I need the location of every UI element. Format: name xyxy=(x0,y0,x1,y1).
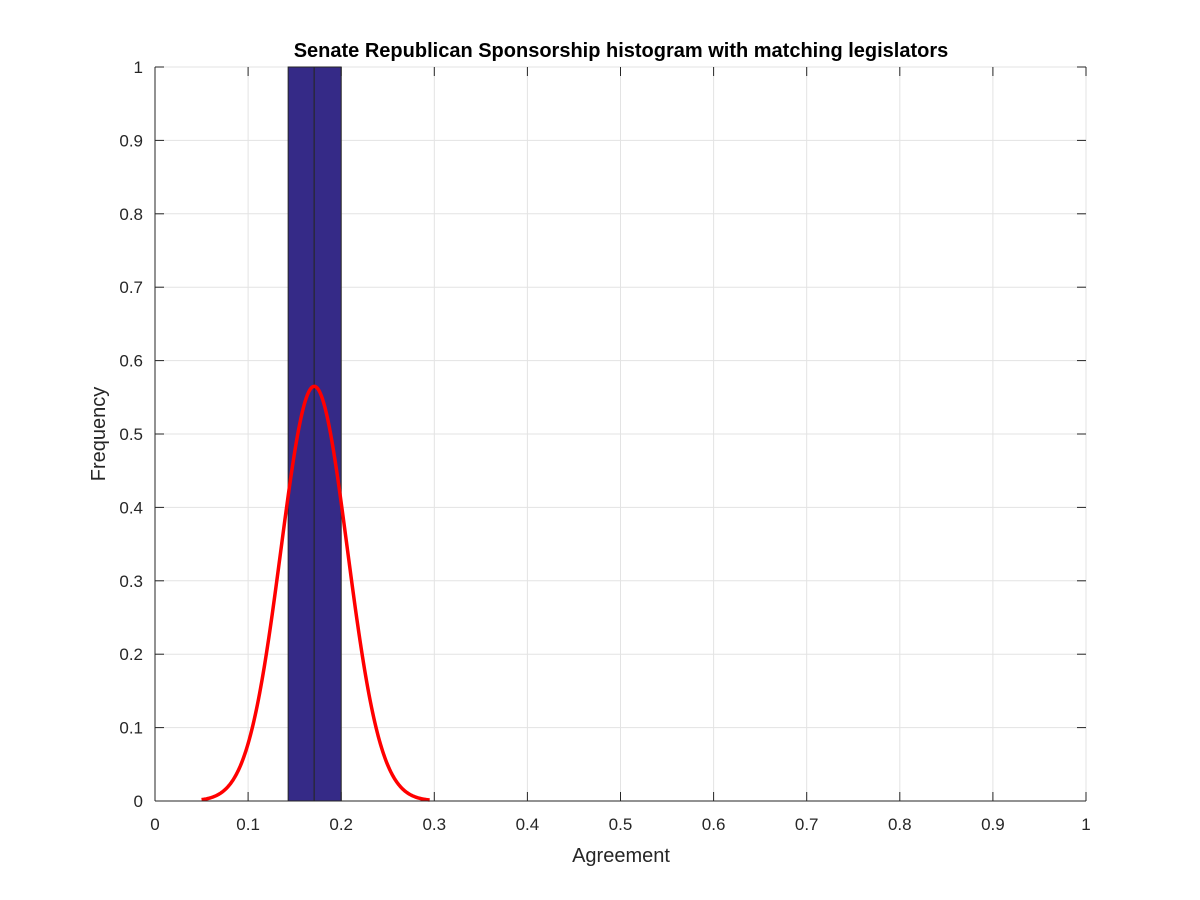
x-tick-label: 0.7 xyxy=(795,815,819,834)
x-tick-label: 0.8 xyxy=(888,815,912,834)
tick-labels: 0 0.1 0.2 0.3 0.4 0.5 0.6 0.7 0.8 0.9 1 0 0.1 0.2 0.3 0… xyxy=(119,58,1090,834)
x-tick-label: 0.4 xyxy=(516,815,540,834)
normal-fit-curve xyxy=(200,384,431,802)
y-tick-label: 0.4 xyxy=(119,498,143,517)
y-tick-label: 0.2 xyxy=(119,645,143,664)
x-tick-label: 0 xyxy=(150,815,159,834)
x-tick-label: 0.9 xyxy=(981,815,1005,834)
y-tick-label: 0.1 xyxy=(119,719,143,738)
histogram-bar xyxy=(287,66,315,802)
x-tick-label: 0.1 xyxy=(236,815,260,834)
y-tick-label: 0.5 xyxy=(119,425,143,444)
y-tick-label: 0.7 xyxy=(119,278,143,297)
axes xyxy=(154,66,1087,802)
y-tick-label: 1 xyxy=(134,58,143,77)
x-tick-label: 0.2 xyxy=(329,815,353,834)
chart-title: Senate Republican Sponsorship histogram … xyxy=(294,40,949,62)
x-tick-label: 0.6 xyxy=(702,815,726,834)
x-tick-label: 0.5 xyxy=(609,815,633,834)
y-tick-label: 0.9 xyxy=(119,131,143,150)
y-tick-label: 0.3 xyxy=(119,572,143,591)
y-tick-label: 0 xyxy=(134,792,143,811)
x-tick-label: 0.3 xyxy=(422,815,446,834)
histogram-bar xyxy=(313,66,342,802)
y-axis-label: Frequency xyxy=(88,387,110,482)
x-axis-label: Agreement xyxy=(572,845,670,867)
x-tick-label: 1 xyxy=(1081,815,1090,834)
y-tick-label: 0.8 xyxy=(119,205,143,224)
histogram-bars xyxy=(287,66,342,802)
fit-curve-layer xyxy=(200,384,431,802)
y-tick-label: 0.6 xyxy=(119,352,143,371)
